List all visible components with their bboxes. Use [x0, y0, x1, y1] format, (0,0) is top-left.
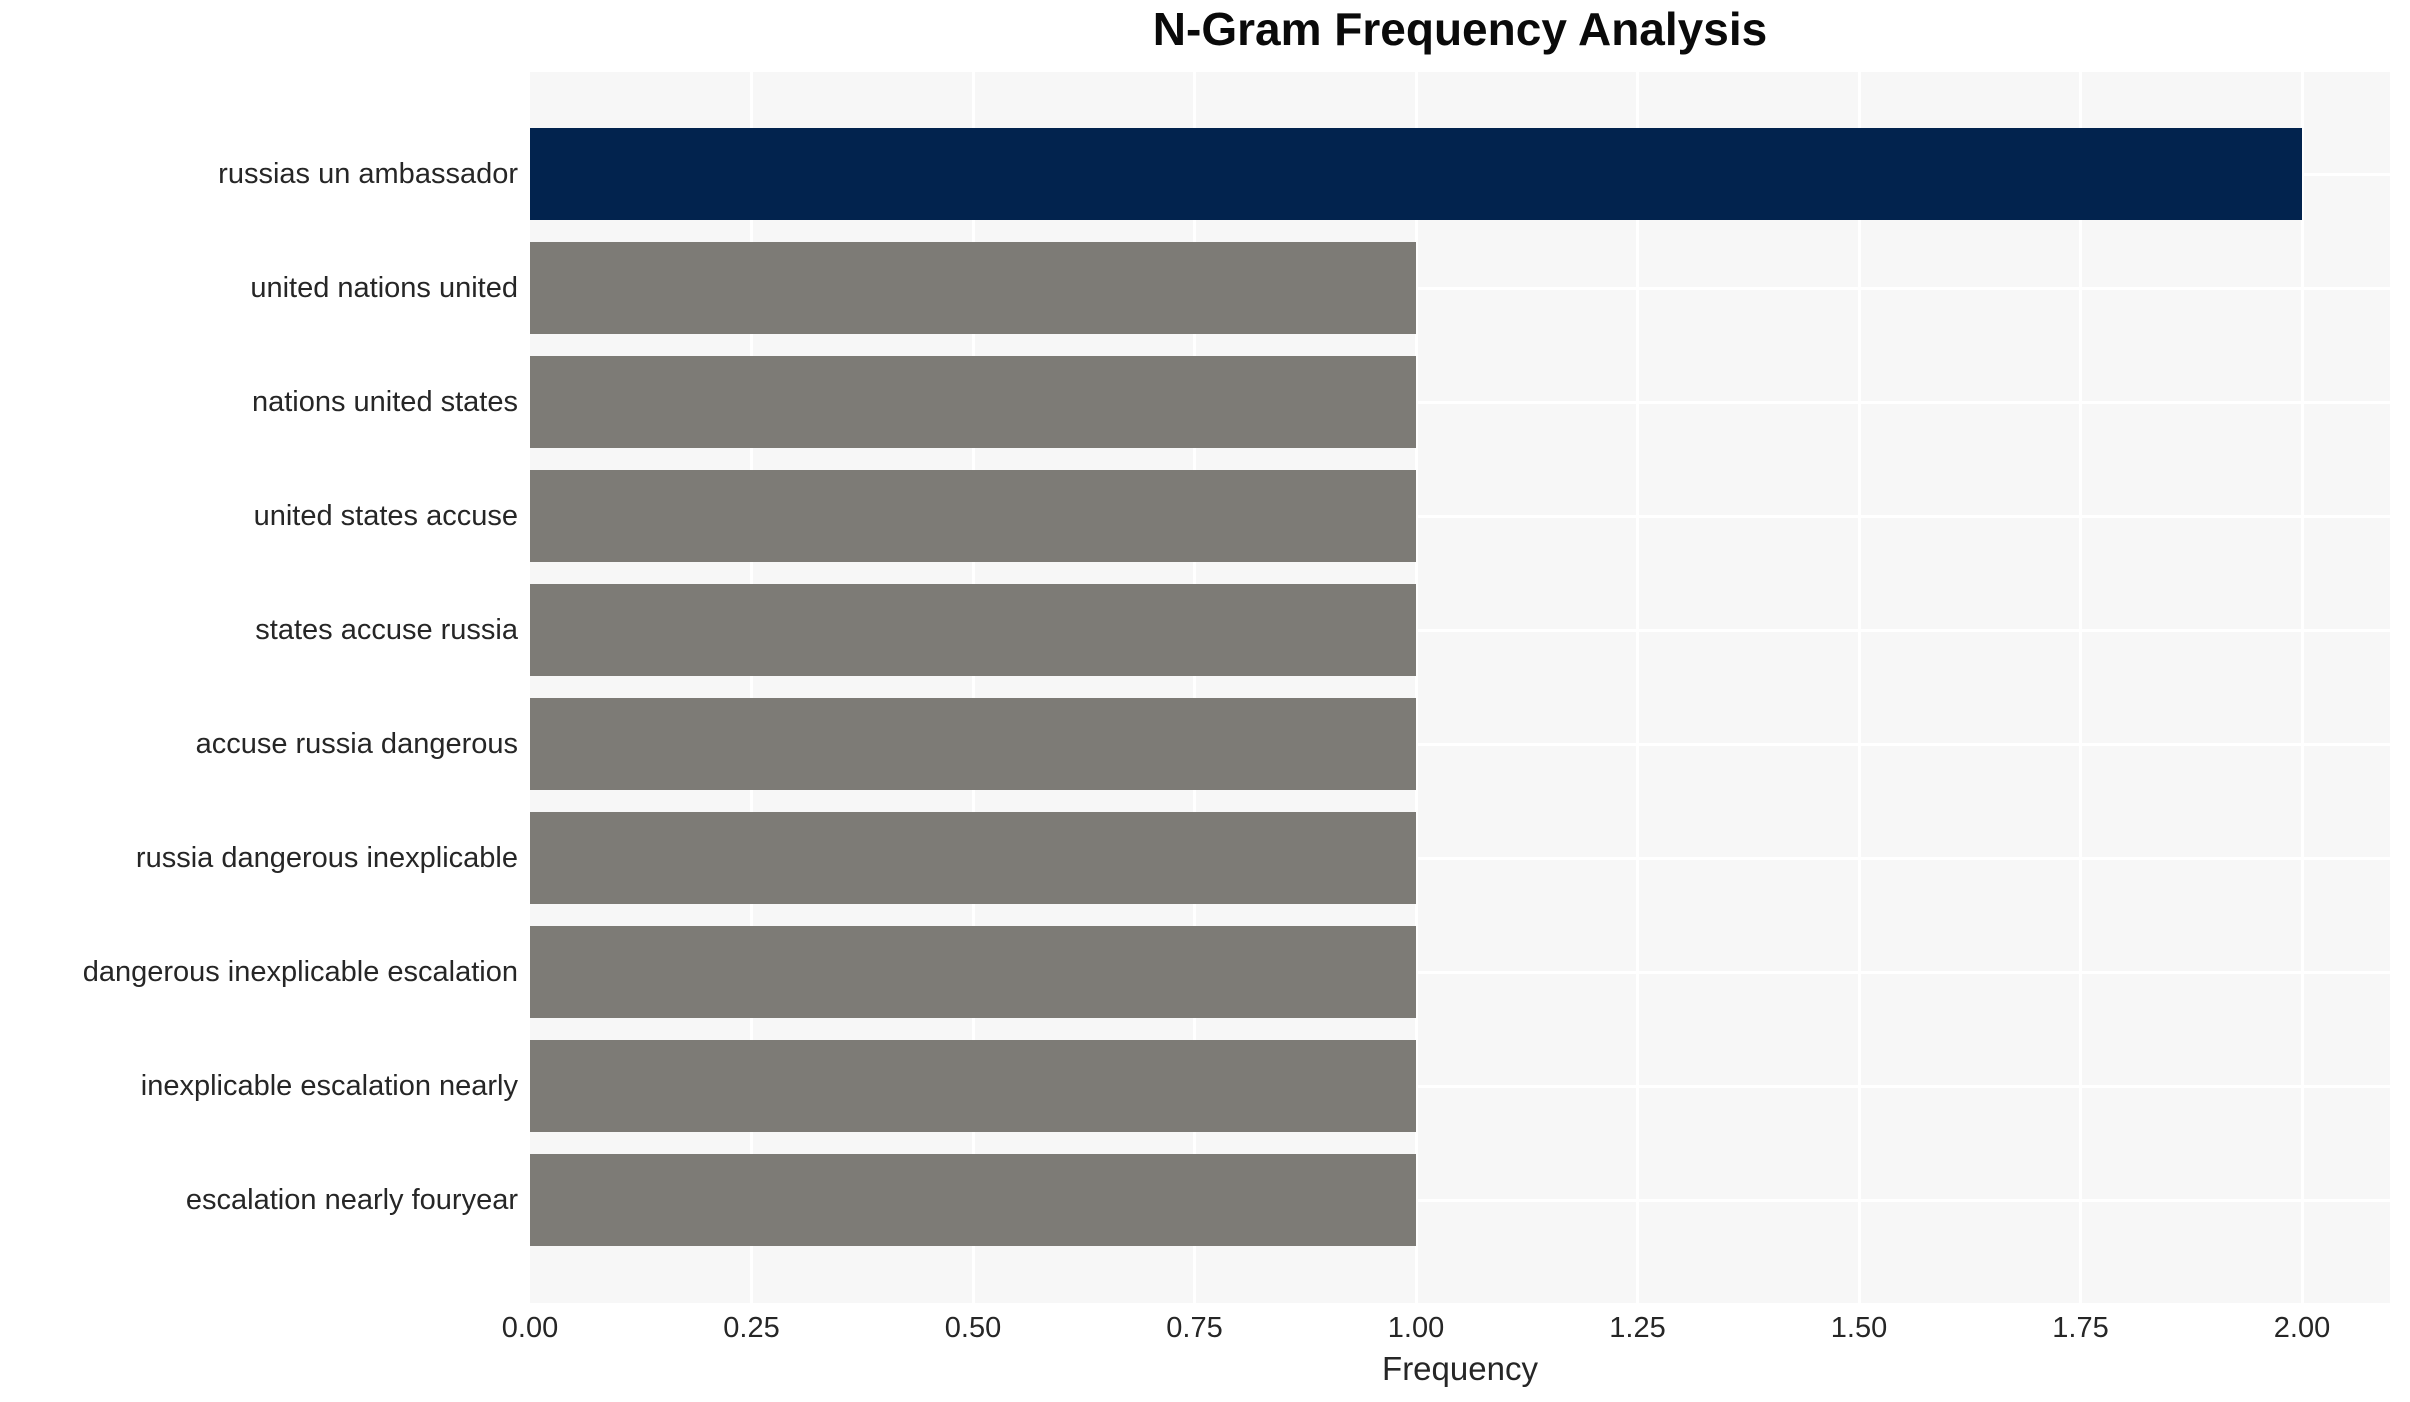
x-tick-label-0.00: 0.00 — [501, 1312, 559, 1344]
bar-accuse-russia-dangerous — [530, 698, 1416, 790]
y-gridline — [530, 628, 2390, 632]
x-gridline-0.50 — [971, 72, 975, 1303]
x-tick-label-0.50: 0.50 — [944, 1312, 1002, 1344]
y-tick-label: united nations united — [250, 272, 518, 304]
y-tick-label: russia dangerous inexplicable — [135, 842, 518, 874]
bar-inexplicable-escalation-nearly — [530, 1040, 1416, 1132]
y-tick-label: united states accuse — [253, 500, 518, 532]
y-tick-label: accuse russia dangerous — [195, 728, 518, 760]
y-tick-label: dangerous inexplicable escalation — [82, 956, 518, 988]
bar-united-nations-united — [530, 242, 1416, 334]
y-gridline — [530, 856, 2390, 860]
x-tick-label-2.00: 2.00 — [2273, 1312, 2331, 1344]
x-gridline-1.00 — [1414, 72, 1418, 1303]
y-gridline — [530, 514, 2390, 518]
y-tick-label: russias un ambassador — [218, 158, 518, 190]
plot-area — [530, 72, 2390, 1303]
y-gridline — [530, 1084, 2390, 1088]
x-gridline-1.50 — [1857, 72, 1861, 1303]
x-axis-title: Frequency — [1382, 1350, 1538, 1387]
y-gridline — [530, 1198, 2390, 1202]
y-tick-label: inexplicable escalation nearly — [140, 1070, 518, 1102]
x-gridline-0.75 — [1193, 72, 1196, 1303]
y-tick-label: nations united states — [251, 386, 518, 418]
y-axis-labels: russias un ambassador united nations unit… — [0, 72, 518, 1303]
bar-russia-dangerous-inexplicable — [530, 812, 1416, 904]
x-tick-label-1.25: 1.25 — [1609, 1312, 1666, 1344]
x-gridline-1.25 — [1636, 72, 1639, 1303]
x-gridline-2.00 — [2300, 72, 2304, 1303]
y-tick-label: escalation nearly fouryear — [185, 1184, 518, 1216]
bar-united-states-accuse — [530, 470, 1416, 562]
x-gridline-1.75 — [2079, 72, 2082, 1303]
y-gridline — [530, 970, 2390, 974]
y-gridline — [530, 400, 2390, 404]
bar-russias-un-ambassador — [530, 128, 2302, 220]
x-tick-label-1.50: 1.50 — [1830, 1312, 1888, 1344]
x-tick-label-0.25: 0.25 — [723, 1312, 780, 1344]
x-tick-label-1.00: 1.00 — [1387, 1312, 1445, 1344]
bar-nations-united-states — [530, 356, 1416, 448]
bar-states-accuse-russia — [530, 584, 1416, 676]
y-gridline — [530, 286, 2390, 290]
x-gridline-0.25 — [750, 72, 753, 1303]
x-tick-label-1.75: 1.75 — [2052, 1312, 2109, 1344]
y-gridline — [530, 742, 2390, 746]
bar-escalation-nearly-fouryear — [530, 1154, 1416, 1246]
x-tick-label-0.75: 0.75 — [1166, 1312, 1223, 1344]
y-tick-label: states accuse russia — [255, 614, 518, 646]
chart-title: N-Gram Frequency Analysis — [1152, 3, 1768, 55]
bar-dangerous-inexplicable-escalation — [530, 926, 1416, 1018]
